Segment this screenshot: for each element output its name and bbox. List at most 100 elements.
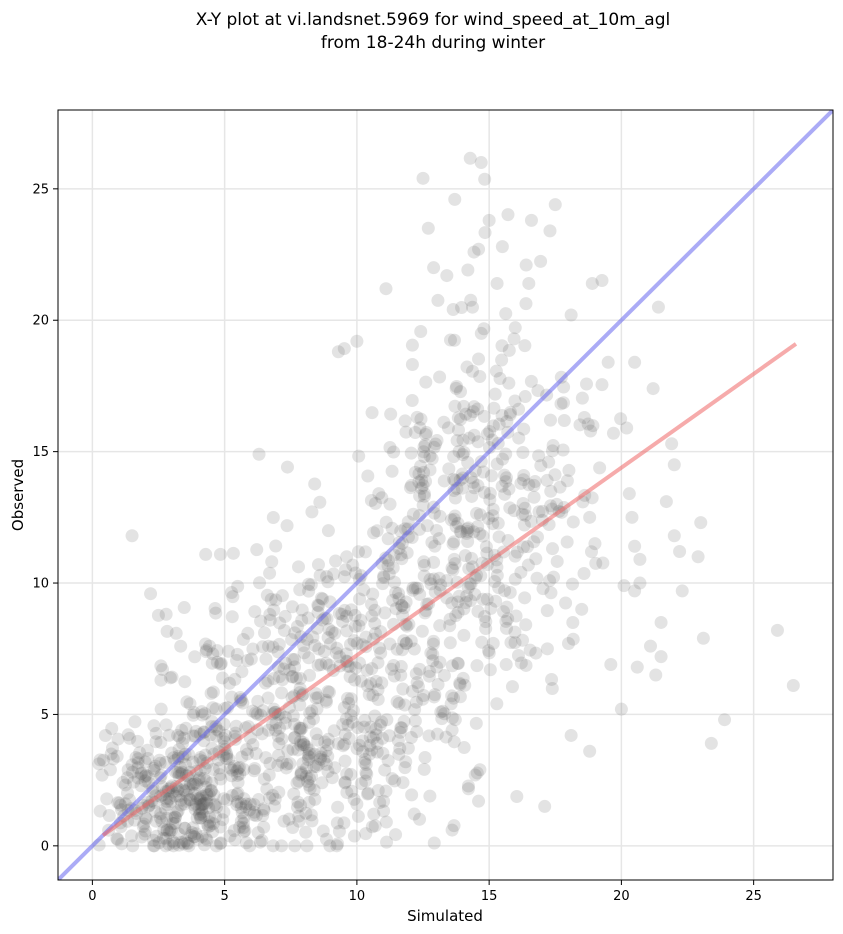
data-point xyxy=(404,446,418,460)
data-point xyxy=(547,570,561,584)
data-point xyxy=(696,631,710,645)
data-point xyxy=(614,412,628,426)
data-point xyxy=(397,601,411,615)
data-point xyxy=(269,593,283,607)
data-point xyxy=(275,755,289,769)
data-point xyxy=(364,676,378,690)
data-point xyxy=(453,690,467,704)
data-point xyxy=(300,740,314,754)
data-point xyxy=(365,597,379,611)
data-point xyxy=(559,596,573,610)
data-point xyxy=(381,559,395,573)
data-point xyxy=(502,343,516,357)
data-point xyxy=(408,703,422,717)
data-point xyxy=(213,820,227,834)
data-point xyxy=(372,641,386,655)
data-point xyxy=(131,771,145,785)
data-point xyxy=(114,798,128,812)
data-point xyxy=(332,824,346,838)
data-point xyxy=(272,721,286,735)
data-point xyxy=(342,731,356,745)
data-point xyxy=(116,775,130,789)
data-point xyxy=(180,788,194,802)
data-point xyxy=(244,652,258,666)
data-point xyxy=(239,836,253,850)
data-point xyxy=(449,381,463,395)
data-point xyxy=(306,712,320,726)
data-point xyxy=(341,718,355,732)
data-point xyxy=(384,407,398,421)
data-point xyxy=(331,345,345,359)
data-point xyxy=(296,736,310,750)
data-point xyxy=(302,577,316,591)
data-point xyxy=(360,663,374,677)
data-point xyxy=(177,601,191,615)
data-point xyxy=(423,463,437,477)
data-point xyxy=(237,792,251,806)
data-point xyxy=(413,489,427,503)
data-point xyxy=(320,570,334,584)
data-point xyxy=(385,464,399,478)
data-point xyxy=(580,377,594,391)
data-point xyxy=(301,611,315,625)
data-point xyxy=(93,804,107,818)
data-point xyxy=(294,798,308,812)
data-point xyxy=(299,806,313,820)
data-point xyxy=(197,771,211,785)
data-point xyxy=(667,529,681,543)
data-point xyxy=(287,717,301,731)
data-point xyxy=(203,819,217,833)
data-point xyxy=(394,721,408,735)
data-point xyxy=(309,760,323,774)
data-point xyxy=(203,815,217,829)
data-point xyxy=(457,741,471,755)
data-point xyxy=(287,787,301,801)
data-point xyxy=(508,321,522,335)
data-point xyxy=(301,774,315,788)
data-point xyxy=(263,791,277,805)
data-point xyxy=(199,547,213,561)
data-point xyxy=(311,598,325,612)
data-point xyxy=(266,511,280,525)
data-point xyxy=(628,584,642,598)
data-point xyxy=(213,837,227,851)
data-point xyxy=(272,737,286,751)
data-point xyxy=(171,804,185,818)
data-point xyxy=(331,737,345,751)
data-point xyxy=(432,571,446,585)
data-point xyxy=(138,824,152,838)
data-point xyxy=(427,634,441,648)
data-point xyxy=(290,619,304,633)
data-point xyxy=(416,478,430,492)
data-point xyxy=(617,579,631,593)
x-tick-label: 15 xyxy=(481,889,498,904)
data-point xyxy=(275,732,289,746)
data-point xyxy=(704,736,718,750)
data-point xyxy=(414,459,428,473)
data-point xyxy=(383,497,397,511)
data-point xyxy=(111,732,125,746)
data-point xyxy=(318,611,332,625)
data-point xyxy=(352,619,366,633)
data-point xyxy=(147,839,161,853)
data-point xyxy=(210,800,224,814)
data-point xyxy=(209,729,223,743)
regression-line xyxy=(101,342,798,837)
data-point xyxy=(538,799,552,813)
data-point xyxy=(364,720,378,734)
data-point xyxy=(325,625,339,639)
data-point xyxy=(433,655,447,669)
data-point xyxy=(457,445,471,459)
data-point xyxy=(129,750,143,764)
data-point xyxy=(146,839,160,853)
data-point xyxy=(451,411,465,425)
data-point xyxy=(505,680,519,694)
data-point xyxy=(675,584,689,598)
data-point xyxy=(472,794,486,808)
data-point xyxy=(162,825,176,839)
data-point xyxy=(368,496,382,510)
data-point xyxy=(389,828,403,842)
data-point xyxy=(464,551,478,565)
data-point xyxy=(131,752,145,766)
data-point xyxy=(214,772,228,786)
